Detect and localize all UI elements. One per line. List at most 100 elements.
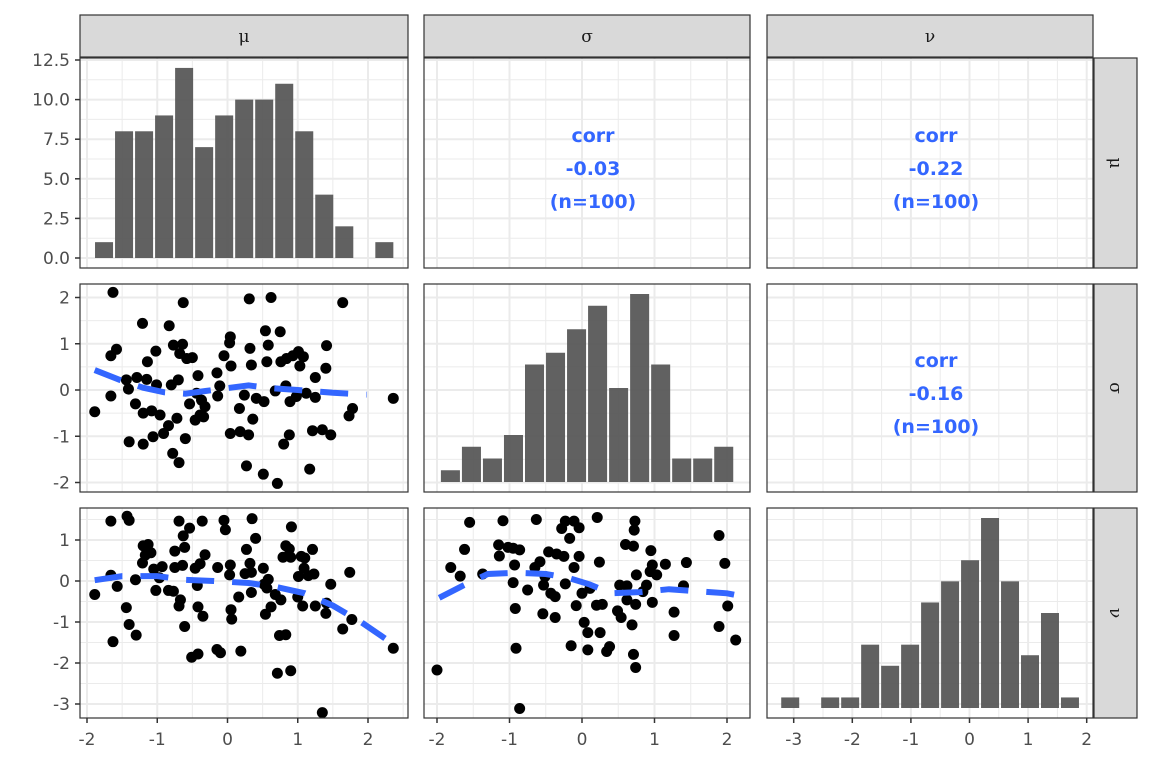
scatter-point	[558, 550, 570, 562]
scatter-point	[509, 559, 521, 571]
scatter-point	[122, 383, 134, 395]
corr-n: (n=100)	[550, 191, 636, 213]
scatter-point	[538, 579, 550, 591]
scatter-point	[719, 557, 731, 569]
y-tick-label: -2	[53, 654, 70, 674]
panel-border	[423, 57, 751, 269]
histogram-bar	[961, 560, 980, 708]
scatter-point	[570, 600, 582, 612]
scatter-point	[628, 524, 640, 536]
scatter-point	[137, 438, 149, 450]
scatter-point	[630, 569, 642, 581]
scatter-point	[123, 618, 135, 630]
scatter-point	[261, 356, 273, 368]
x-tick-label: 0	[577, 730, 588, 750]
scatter-point	[565, 640, 577, 652]
scatter-point	[247, 413, 259, 425]
scatter-point	[275, 594, 287, 606]
scatter-point	[668, 606, 680, 618]
scatter-point	[627, 648, 639, 660]
scatter-point	[130, 629, 142, 641]
smooth-line	[93, 367, 367, 398]
scatter-point	[145, 547, 157, 559]
histogram-bar	[482, 458, 502, 482]
scatter-point	[549, 611, 561, 623]
scatter-point	[493, 550, 505, 562]
scatter-point	[167, 339, 179, 351]
panel-border	[79, 283, 409, 493]
scatter-point	[225, 604, 237, 616]
scatter-point	[537, 608, 549, 620]
scatter-point	[120, 602, 132, 614]
scatter-point	[309, 372, 321, 384]
histogram-bar	[440, 470, 460, 482]
scatter-point	[307, 543, 319, 555]
scatter-point	[294, 360, 306, 372]
scatter-point	[225, 360, 237, 372]
scatter-point	[141, 373, 153, 385]
scatter-point	[179, 621, 191, 633]
scatter-point	[347, 403, 359, 414]
panel-border	[423, 283, 751, 493]
scatter-point	[493, 539, 505, 551]
strip-right	[1093, 507, 1138, 719]
scatter-point	[240, 543, 252, 555]
panel-border	[423, 507, 751, 719]
panel-2-1	[424, 508, 750, 718]
scatter-point	[387, 392, 399, 404]
scatter-point	[192, 648, 204, 660]
panel-background	[424, 58, 750, 268]
panel-background	[767, 58, 1093, 268]
histogram-bar	[921, 602, 940, 708]
scatter-point	[257, 562, 269, 574]
scatter-point	[297, 351, 309, 363]
scatter-point	[285, 665, 297, 677]
histogram-bar	[115, 131, 134, 258]
histogram-bar	[1060, 697, 1079, 708]
y-tick-label: 0	[59, 572, 70, 592]
scatter-point	[129, 398, 141, 410]
histogram-bar	[315, 194, 334, 258]
y-tick-label: -3	[53, 695, 70, 715]
scatter-point	[320, 362, 332, 374]
strip-right	[1093, 283, 1138, 493]
scatter-point	[271, 667, 283, 679]
histogram-bar	[295, 131, 314, 258]
histogram-bar	[781, 697, 800, 708]
scatter-point	[111, 580, 123, 592]
scatter-point	[257, 468, 269, 480]
smooth-line	[437, 569, 736, 601]
histogram-bar	[651, 364, 671, 482]
scatter-point	[226, 613, 238, 625]
scatter-point	[459, 543, 471, 555]
scatter-point	[218, 350, 230, 362]
scatter-point	[245, 359, 257, 371]
scatter-point	[177, 530, 189, 542]
y-tick-label: 2	[59, 289, 70, 309]
scatter-point	[150, 584, 162, 596]
scatter-point	[156, 561, 168, 573]
scatter-point	[464, 516, 476, 528]
scatter-point	[285, 551, 297, 563]
histogram-bar	[1021, 655, 1039, 708]
histogram-bar	[255, 99, 274, 258]
scatter-point	[196, 515, 208, 527]
scatter-point	[163, 320, 175, 332]
scatter-point	[233, 403, 245, 414]
scatter-point	[167, 447, 179, 459]
scatter-point	[621, 580, 633, 592]
y-tick-label: 7.5	[43, 130, 70, 150]
scatter-point	[509, 602, 521, 614]
x-tick-label: 0	[222, 730, 233, 750]
scatter-point	[120, 374, 132, 386]
histogram-bar	[546, 352, 566, 482]
scatter-point	[316, 707, 328, 719]
scatter-point	[165, 379, 177, 391]
x-tick-label: 2	[722, 730, 733, 750]
scatter-point	[730, 634, 742, 646]
x-tick-label: 1	[1023, 730, 1034, 750]
histogram-bar	[821, 697, 840, 708]
scatter-point	[325, 429, 337, 441]
y-tick-label: -2	[53, 474, 70, 494]
